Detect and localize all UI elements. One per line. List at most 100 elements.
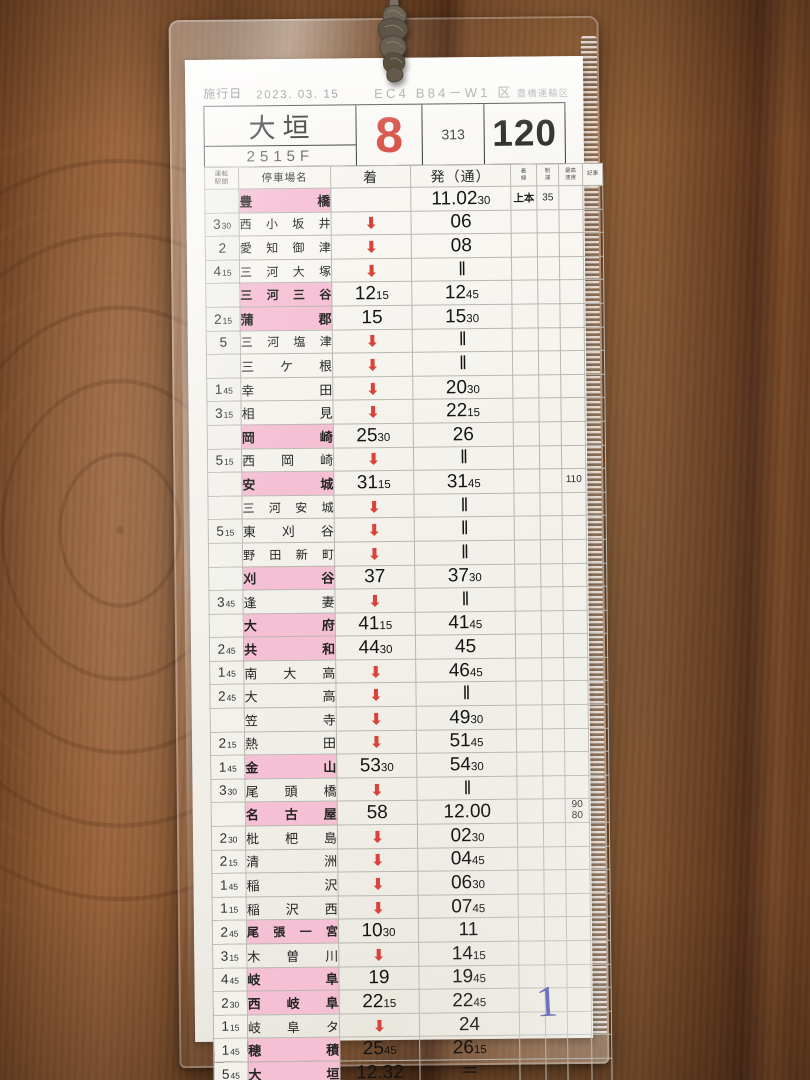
cell-note <box>586 562 607 587</box>
cell-max-speed <box>562 562 587 587</box>
cell-control <box>543 799 566 823</box>
cell-station-name: 大府 <box>243 612 336 638</box>
pass-through-mark: ‖ <box>458 329 466 351</box>
cell-note <box>589 869 611 894</box>
cell-arrival-time: ⬇ <box>338 942 419 967</box>
cell-note <box>582 208 604 233</box>
handwritten-page-number: 1 <box>534 976 560 1027</box>
cell-note <box>586 515 607 540</box>
cell-track: 上本 <box>510 185 537 210</box>
pass-through-mark: ‖ <box>462 683 470 705</box>
cell-departure-time: 06 <box>410 209 512 235</box>
cell-departure-time: 4930 <box>416 705 517 730</box>
down-arrow-icon: ⬇ <box>373 1017 386 1035</box>
cell-control <box>537 280 560 304</box>
down-arrow-icon: ⬇ <box>370 781 384 799</box>
cell-departure-time: 3730 <box>414 563 515 589</box>
cell-runtime: 330 <box>210 778 246 803</box>
cell-control <box>542 728 565 753</box>
cell-arrival-time: 2545 <box>339 1036 420 1062</box>
cell-track <box>514 563 541 588</box>
cell-runtime <box>207 424 242 449</box>
cell-runtime: 145 <box>210 755 245 780</box>
cell-arrival-time: ⬇ <box>336 777 418 802</box>
cell-runtime <box>205 283 240 308</box>
cell-control <box>544 893 567 918</box>
cell-station-name: 共和 <box>243 636 336 661</box>
cell-track <box>512 374 539 399</box>
cell-note <box>584 350 605 375</box>
timetable-body: 豊橋 11.0230 上本 35 330 西小坂井 ⬇ 06 2 愛知御津 ⬇ 08 415 三河大塚 ⬇ ‖… <box>204 185 613 1080</box>
cell-departure-time: 24 <box>419 1011 520 1037</box>
cell-max-speed: 110 <box>561 468 586 493</box>
cell-runtime: 230 <box>211 826 246 850</box>
cell-runtime <box>204 189 239 214</box>
cell-departure-time: 0745 <box>418 893 519 919</box>
cell-track <box>516 752 543 777</box>
down-arrow-icon: ⬇ <box>371 852 385 870</box>
down-arrow-icon: ⬇ <box>369 687 383 705</box>
cell-station-name: 岐阜 <box>246 966 340 992</box>
cell-control <box>541 633 564 658</box>
cell-station-name: 安城 <box>241 471 334 496</box>
pass-through-mark: ‖ <box>463 777 471 799</box>
pass-through-mark: ‖ <box>460 494 468 516</box>
down-arrow-icon: ⬇ <box>371 828 384 847</box>
cell-runtime: 315 <box>212 944 247 968</box>
cell-control <box>539 421 562 446</box>
col-header-note: 記事 <box>582 163 603 186</box>
cell-station-name: 大高 <box>243 683 337 709</box>
cell-arrival-time: 4115 <box>335 611 416 637</box>
col-header-runtime: 運転 駅間 <box>204 167 239 190</box>
cell-runtime: 215 <box>205 307 241 331</box>
cell-control <box>544 917 567 941</box>
cell-max-speed <box>564 704 589 729</box>
cell-max-speed <box>561 421 586 446</box>
cell-note <box>584 326 605 351</box>
cell-departure-time: 2030 <box>412 374 513 400</box>
pass-through-mark: ‖ <box>460 518 468 540</box>
cell-station-name: 清洲 <box>245 848 338 874</box>
cell-arrival-time: ⬇ <box>336 729 417 755</box>
cell-station-name: 相見 <box>240 400 334 425</box>
cell-departure-time: ‖ <box>411 256 512 282</box>
cell-track <box>516 704 543 729</box>
cell-departure-time: 4645 <box>415 658 516 683</box>
cell-arrival-time: ⬇ <box>333 493 415 519</box>
cell-runtime <box>208 542 243 567</box>
down-arrow-icon: ⬇ <box>372 946 386 964</box>
down-arrow-icon: ⬇ <box>369 710 383 729</box>
cell-control <box>537 232 560 257</box>
cell-max-speed <box>558 185 583 210</box>
cell-max-speed <box>567 1011 592 1036</box>
cell-departure-time: 5430 <box>416 752 517 778</box>
cell-arrival-time: 19 <box>338 965 420 991</box>
cell-runtime: 2 <box>205 236 240 261</box>
cell-control <box>537 303 561 328</box>
cell-max-speed <box>563 610 588 634</box>
cell-control <box>540 586 564 611</box>
cell-control <box>536 209 560 234</box>
pass-through-mark: ‖ <box>460 541 469 563</box>
cell-departure-time: ‖ <box>416 776 518 801</box>
lanyard-knot-icon <box>377 0 409 83</box>
cell-max-speed <box>564 775 590 800</box>
cell-departure-time: 2215 <box>412 398 514 424</box>
table-row[interactable]: 545 大垣 12.32 ＝ <box>213 1058 613 1080</box>
cell-max-speed <box>561 492 587 516</box>
cell-departure-time: ‖ <box>413 492 515 518</box>
cell-control <box>541 657 564 682</box>
cell-max-speed <box>559 232 584 257</box>
cell-station-name: 熱田 <box>244 730 337 756</box>
down-arrow-icon: ⬇ <box>368 545 381 563</box>
cell-arrival-time: ⬇ <box>331 234 412 259</box>
car-count-value: 8 <box>374 106 404 164</box>
cell-station-name: 名古屋 <box>245 801 338 827</box>
cell-departure-time: 45 <box>415 634 516 660</box>
cell-note <box>590 893 611 917</box>
cell-note <box>591 1034 612 1059</box>
cell-station-name: 稲沢 <box>245 872 339 897</box>
cell-track <box>517 799 544 824</box>
down-arrow-icon: ⬇ <box>364 239 378 257</box>
